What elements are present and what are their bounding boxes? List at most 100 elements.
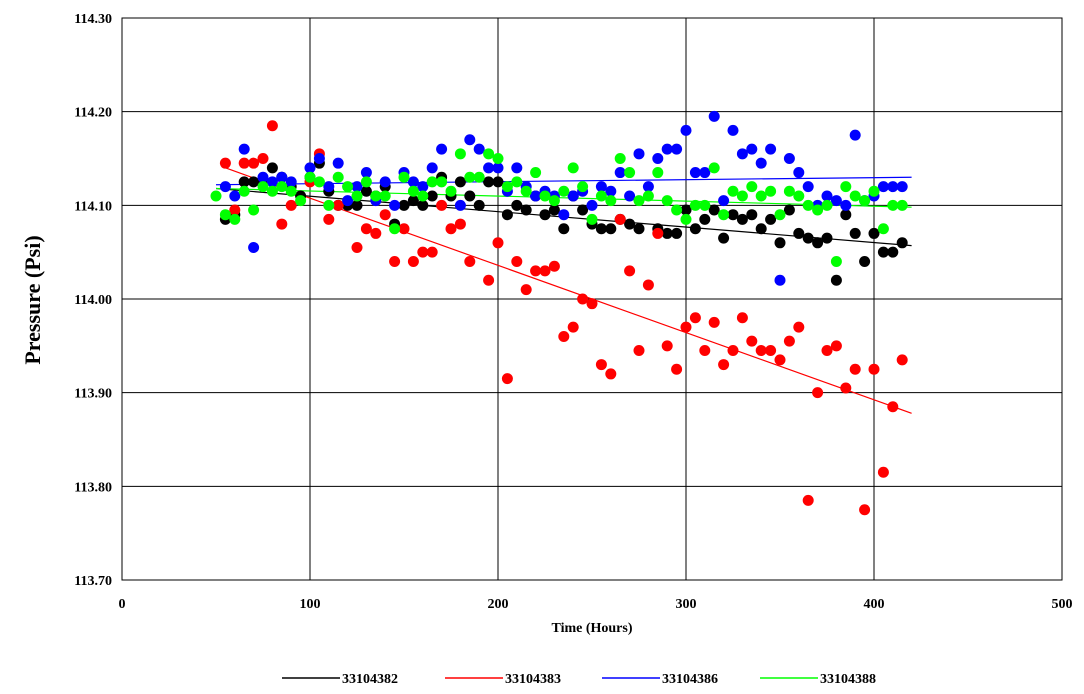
data-point-33104382 — [238, 176, 250, 188]
data-point-33104388 — [849, 190, 861, 202]
data-point-33104382 — [539, 209, 551, 221]
data-point-33104388 — [360, 176, 372, 188]
data-point-33104386 — [821, 190, 833, 202]
data-point-33104388 — [530, 167, 542, 179]
data-point-33104383 — [351, 241, 363, 253]
data-point-33104388 — [501, 181, 513, 193]
data-point-33104388 — [812, 204, 824, 216]
data-point-33104388 — [877, 223, 889, 235]
data-point-33104382 — [595, 223, 607, 235]
data-point-33104383 — [389, 256, 401, 268]
data-point-33104386 — [595, 181, 607, 193]
data-point-33104383 — [624, 265, 636, 277]
data-point-33104388 — [473, 171, 485, 183]
data-point-33104383 — [276, 218, 288, 230]
data-point-33104386 — [285, 176, 297, 188]
data-point-33104388 — [661, 195, 673, 207]
data-point-33104382 — [840, 209, 852, 221]
data-point-33104383 — [332, 199, 344, 211]
data-point-33104386 — [276, 171, 288, 183]
data-point-33104383 — [736, 312, 748, 324]
x-tick-label: 100 — [300, 597, 321, 612]
data-point-33104383 — [558, 330, 570, 342]
data-point-33104382 — [558, 223, 570, 235]
data-point-33104383 — [398, 223, 410, 235]
data-point-33104382 — [633, 223, 645, 235]
data-point-33104382 — [511, 199, 523, 211]
x-axis-title: Time (Hours) — [551, 621, 632, 636]
data-point-33104383 — [577, 293, 589, 305]
data-point-33104388 — [342, 181, 354, 193]
data-point-33104383 — [417, 246, 429, 258]
data-point-33104382 — [351, 199, 363, 211]
data-point-33104383 — [445, 223, 457, 235]
data-point-33104386 — [793, 167, 805, 179]
data-point-33104383 — [689, 312, 701, 324]
data-point-33104382 — [708, 204, 720, 216]
data-point-33104388 — [248, 204, 260, 216]
data-point-33104383 — [219, 157, 231, 169]
data-point-33104382 — [793, 227, 805, 239]
data-point-33104383 — [248, 157, 260, 169]
data-point-33104386 — [238, 143, 250, 155]
data-point-33104388 — [266, 185, 278, 197]
x-tick-label: 300 — [676, 597, 697, 612]
data-point-33104383 — [633, 345, 645, 357]
legend-label-33104386: 33104386 — [662, 672, 718, 687]
data-point-33104388 — [398, 171, 410, 183]
data-point-33104386 — [379, 176, 391, 188]
data-point-33104383 — [238, 157, 250, 169]
data-point-33104388 — [840, 181, 852, 193]
data-point-33104382 — [577, 204, 589, 216]
data-point-33104386 — [718, 195, 730, 207]
data-point-33104388 — [464, 171, 476, 183]
data-point-33104388 — [708, 162, 720, 174]
data-point-33104383 — [812, 387, 824, 399]
data-point-33104383 — [492, 237, 504, 249]
data-point-33104383 — [877, 466, 889, 478]
data-point-33104383 — [849, 363, 861, 375]
data-point-33104382 — [718, 232, 730, 244]
y-tick-label: 114.00 — [74, 293, 112, 308]
data-point-33104388 — [680, 213, 692, 225]
data-point-33104388 — [859, 195, 871, 207]
data-point-33104386 — [464, 134, 476, 146]
data-point-33104383 — [548, 260, 560, 272]
data-point-33104388 — [454, 148, 466, 160]
data-point-33104383 — [746, 335, 758, 347]
data-point-33104388 — [727, 185, 739, 197]
data-point-33104382 — [248, 176, 260, 188]
data-point-33104386 — [624, 190, 636, 202]
data-point-33104388 — [802, 199, 814, 211]
data-point-33104383 — [379, 209, 391, 221]
legend-label-33104388: 33104388 — [820, 672, 876, 687]
data-point-33104382 — [802, 232, 814, 244]
data-point-33104388 — [426, 176, 438, 188]
data-point-33104383 — [774, 354, 786, 366]
y-axis-ticks: 113.70 113.80 113.90 114.00 114.10 114.20 114.… — [74, 12, 112, 589]
data-point-33104388 — [595, 190, 607, 202]
data-point-33104388 — [229, 213, 241, 225]
data-point-33104388 — [830, 256, 842, 268]
data-point-33104386 — [755, 157, 767, 169]
data-point-33104383 — [539, 265, 551, 277]
data-point-33104386 — [266, 176, 278, 188]
data-point-33104382 — [426, 190, 438, 202]
data-point-33104383 — [802, 494, 814, 506]
data-point-33104382 — [877, 246, 889, 258]
data-point-33104382 — [736, 213, 748, 225]
y-tick-label: 114.20 — [74, 106, 112, 121]
data-point-33104388 — [567, 162, 579, 174]
data-point-33104388 — [210, 190, 222, 202]
data-point-33104382 — [755, 223, 767, 235]
data-point-33104382 — [896, 237, 908, 249]
data-point-33104388 — [276, 181, 288, 193]
data-point-33104382 — [783, 204, 795, 216]
data-point-33104382 — [520, 204, 532, 216]
data-point-33104386 — [229, 190, 241, 202]
data-point-33104386 — [351, 181, 363, 193]
data-point-33104382 — [812, 237, 824, 249]
x-tick-label: 400 — [864, 597, 885, 612]
data-point-33104388 — [332, 171, 344, 183]
